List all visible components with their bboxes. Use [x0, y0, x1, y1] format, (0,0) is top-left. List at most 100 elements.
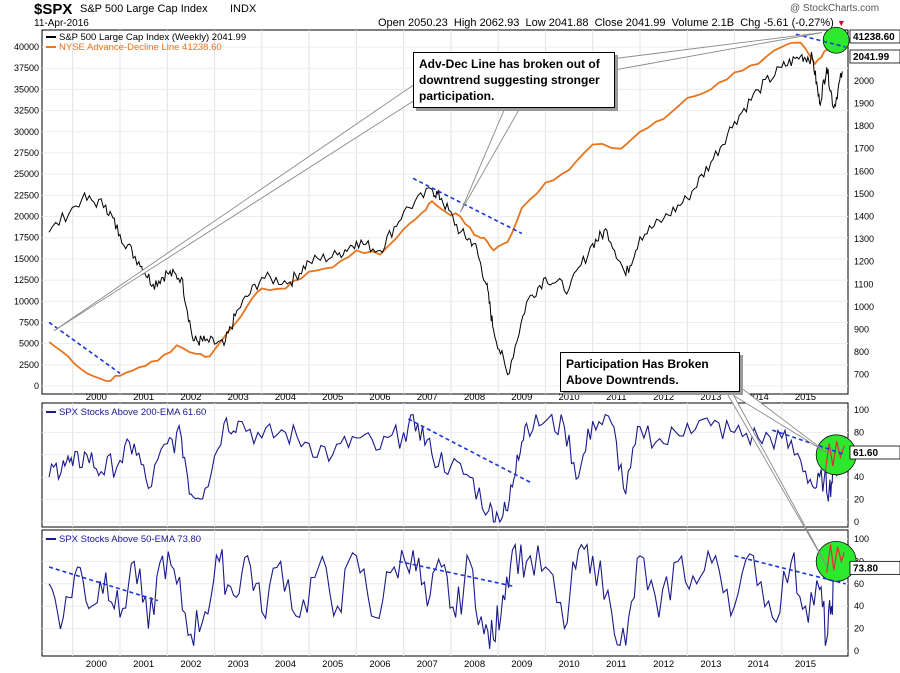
x-tick-label: 2011 [606, 392, 626, 403]
x-tick-label: 2012 [653, 659, 674, 670]
breadth50-last-value: 73.80 [849, 560, 900, 575]
x-tick-label: 2013 [700, 659, 721, 670]
chg-value: -5.61 (-0.27%) [763, 17, 834, 29]
left-y-tick-label: 25000 [14, 169, 39, 179]
close-value: 2041.99 [625, 17, 666, 29]
right-y-tick-label: 2000 [854, 76, 874, 86]
right-y-tick-label: 1400 [854, 212, 874, 222]
x-tick-label: 2003 [228, 659, 249, 670]
high-label: High [453, 17, 477, 29]
adline-last-value: 41238.60 [849, 29, 900, 44]
annotation-pointer-adline [53, 83, 416, 332]
high-value: 2062.93 [479, 17, 520, 29]
down-arrow-icon: ▼ [836, 18, 846, 28]
x-tick-label: 2001 [133, 659, 154, 670]
x-tick-label: 2006 [369, 392, 390, 403]
right-y-tick-label: 100 [854, 534, 869, 544]
right-y-tick-label: 20 [854, 624, 864, 634]
price-trendline [48, 321, 121, 374]
right-y-tick-label: 1900 [854, 99, 874, 109]
index-name: S&P 500 Large Cap Index [80, 3, 208, 15]
right-y-tick-label: 700 [854, 370, 869, 380]
last-value-text: 61.60 [853, 448, 878, 459]
breadth50-trendline [398, 560, 513, 587]
left-y-tick-label: 5000 [19, 339, 39, 349]
x-tick-label: 2010 [559, 392, 580, 403]
x-tick-label: 2001 [133, 392, 154, 403]
adv-dec-annotation: Adv-Dec Line has broken out of downtrend… [413, 52, 615, 108]
right-y-tick-label: 60 [854, 579, 864, 589]
left-y-tick-label: 27500 [14, 148, 39, 158]
right-y-tick-label: 0 [854, 646, 859, 656]
right-y-tick-label: 100 [854, 405, 869, 415]
left-y-tick-label: 22500 [14, 190, 39, 200]
breadth50-trendline [48, 566, 159, 602]
adline-series [48, 35, 843, 382]
x-tick-label: 2000 [86, 659, 107, 670]
x-tick-label: 2000 [86, 392, 107, 403]
right-y-tick-label: 1600 [854, 166, 874, 176]
x-tick-label: 2015 [795, 392, 816, 403]
open-label: Open [378, 17, 405, 29]
last-value-box [849, 29, 900, 44]
right-y-tick-label: 80 [854, 427, 864, 437]
breadth200-trendline [407, 418, 532, 484]
panel-frame-b50 [41, 529, 849, 657]
price-trendline [412, 177, 523, 235]
last-value-text: 73.80 [853, 563, 878, 574]
x-tick-label: 2008 [464, 659, 485, 670]
left-y-tick-label: 37500 [14, 63, 39, 73]
legend-label: NYSE Advance-Decline Line 41238.60 [59, 42, 222, 53]
right-y-tick-label: 1500 [854, 189, 874, 199]
chart-date: 11-Apr-2016 [34, 18, 89, 29]
participation-annotation: Participation Has Broken Above Downtrend… [560, 352, 740, 392]
watermark[interactable]: @ StockCharts.com [790, 3, 880, 14]
right-y-tick-label: 0 [854, 517, 859, 527]
x-tick-label: 2005 [322, 659, 343, 670]
x-tick-label: 2006 [369, 659, 390, 670]
x-tick-label: 2004 [275, 659, 296, 670]
right-y-tick-label: 40 [854, 472, 864, 482]
x-tick-label: 2009 [511, 659, 532, 670]
open-value: 2050.23 [407, 17, 448, 29]
x-tick-label: 2003 [228, 392, 249, 403]
right-y-tick-label: 1300 [854, 234, 874, 244]
close-label: Close [594, 17, 623, 29]
left-y-tick-label: 32500 [14, 106, 39, 116]
breadth50-trendline [734, 555, 846, 585]
left-y-tick-label: 20000 [14, 212, 39, 222]
left-y-tick-label: 0 [34, 381, 39, 391]
left-y-tick-label: 2500 [19, 360, 39, 370]
x-tick-label: 2014 [748, 392, 769, 403]
exchange: INDX [230, 3, 257, 15]
left-y-tick-label: 35000 [14, 84, 39, 94]
breadth200-last-value: 61.60 [849, 445, 900, 460]
breadth200-trendline [772, 429, 846, 456]
x-tick-label: 2014 [748, 659, 769, 670]
x-tick-label: 2004 [275, 392, 296, 403]
legend-label: SPX Stocks Above 50-EMA 73.80 [59, 534, 201, 545]
right-y-tick-label: 1700 [854, 144, 874, 154]
quote-bar: Open 2050.23 High 2062.93 Low 2041.88 Cl… [378, 17, 846, 29]
chart-header: $SPX S&P 500 Large Cap Index INDX 11-Apr… [0, 0, 900, 32]
x-tick-label: 2002 [180, 392, 201, 403]
x-tick-label: 2015 [795, 659, 816, 670]
right-y-tick-label: 1000 [854, 302, 874, 312]
recent-50ema-segment [826, 544, 845, 573]
breadth200-series [48, 413, 843, 524]
highlight-circle-price [822, 26, 850, 54]
x-tick-label: 2010 [559, 659, 580, 670]
x-tick-label: 2011 [606, 659, 626, 670]
symbol[interactable]: $SPX [34, 1, 73, 18]
right-y-tick-label: 1200 [854, 257, 874, 267]
last-value-box [849, 49, 900, 64]
right-y-tick-label: 800 [854, 347, 869, 357]
low-value: 2041.88 [548, 17, 589, 29]
x-tick-label: 2007 [417, 659, 438, 670]
right-y-tick-label: 900 [854, 325, 869, 335]
left-y-tick-label: 15000 [14, 254, 39, 264]
volume-value: 2.1B [711, 17, 735, 29]
last-value-text: 2041.99 [853, 52, 890, 63]
breadth50-series [48, 542, 843, 649]
